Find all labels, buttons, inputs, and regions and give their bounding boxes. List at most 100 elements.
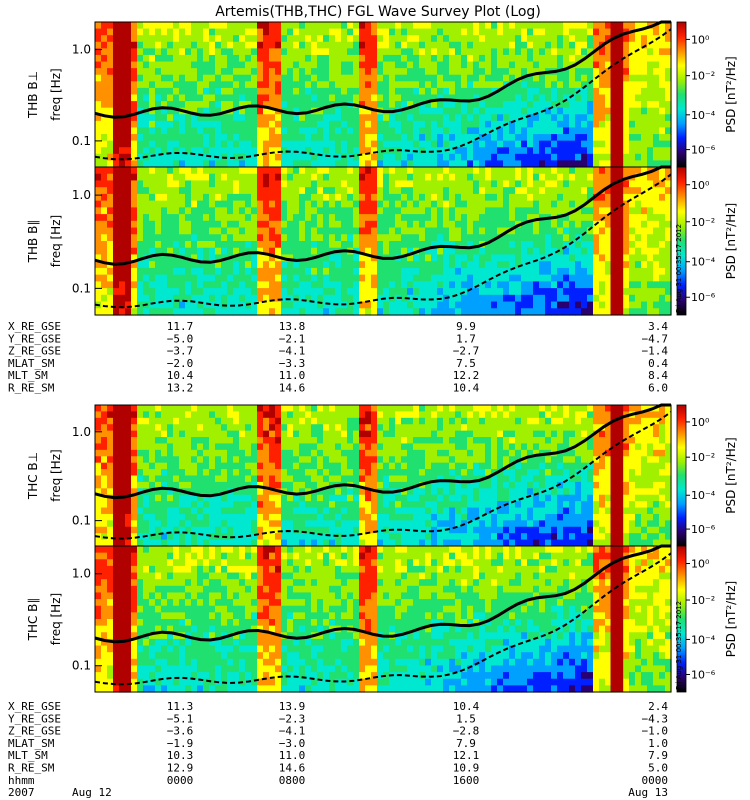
heatmap-cell <box>221 469 228 477</box>
heatmap-cell <box>305 207 312 215</box>
heatmap-cell <box>179 61 186 69</box>
heatmap-cell <box>377 120 384 129</box>
heatmap-cell <box>311 220 318 229</box>
heatmap-cell <box>257 288 264 296</box>
heatmap-cell <box>341 94 348 102</box>
heatmap-cell <box>629 61 636 69</box>
heatmap-cell <box>545 193 552 202</box>
heatmap-cell <box>149 513 156 521</box>
heatmap-cell <box>533 28 540 36</box>
heatmap-cell <box>191 501 198 509</box>
heatmap-cell <box>101 417 108 425</box>
heatmap-cell <box>497 267 504 276</box>
heatmap-cell <box>425 153 432 162</box>
heatmap-cell <box>353 28 360 36</box>
heatmap-cell <box>191 254 198 262</box>
heatmap-cell <box>323 87 330 96</box>
heatmap-cell <box>239 147 246 155</box>
heatmap-cell <box>263 520 270 528</box>
heatmap-cell <box>467 28 474 36</box>
heatmap-cell <box>209 41 216 49</box>
heatmap-cell <box>215 114 222 122</box>
heatmap-cell <box>119 462 126 470</box>
heatmap-cell <box>581 294 588 303</box>
heatmap-cell <box>533 61 540 69</box>
heatmap-cell <box>371 220 378 229</box>
heatmap-cell <box>95 437 102 445</box>
heatmap-cell <box>209 513 216 521</box>
heatmap-cell <box>233 180 240 188</box>
heatmap-cell <box>185 101 192 109</box>
heatmap-cell <box>341 81 348 89</box>
heatmap-cell <box>551 180 558 188</box>
heatmap-cell <box>119 443 126 451</box>
heatmap-cell <box>497 214 504 222</box>
heatmap-cell <box>215 22 222 30</box>
heatmap-cell <box>413 114 420 122</box>
heatmap-cell <box>281 274 288 282</box>
heatmap-cell <box>107 526 114 534</box>
heatmap-cell <box>323 200 330 208</box>
heatmap-cell <box>113 294 120 303</box>
heatmap-cell <box>167 411 174 419</box>
heatmap-cell <box>353 81 360 89</box>
heatmap-cell <box>227 94 234 102</box>
heatmap-cell <box>485 241 492 249</box>
heatmap-cell <box>263 417 270 425</box>
heatmap-cell <box>377 207 384 215</box>
heatmap-cell <box>359 187 366 195</box>
heatmap-cell <box>569 140 576 148</box>
heatmap-cell <box>551 134 558 142</box>
heatmap-cell <box>329 281 336 289</box>
heatmap-cell <box>647 301 654 309</box>
heatmap-cell <box>491 134 498 142</box>
heatmap-cell <box>251 241 258 249</box>
heatmap-cell <box>275 147 282 155</box>
heatmap-cell <box>257 475 264 483</box>
heatmap-cell <box>515 147 522 155</box>
heatmap-cell <box>335 114 342 122</box>
heatmap-cell <box>245 247 252 256</box>
heatmap-cell <box>623 308 630 316</box>
heatmap-cell <box>521 180 528 188</box>
heatmap-cell <box>155 267 162 276</box>
heatmap-cell <box>527 81 534 89</box>
heatmap-cell <box>221 501 228 509</box>
heatmap-cell <box>167 54 174 63</box>
heatmap-cell <box>155 147 162 155</box>
heatmap-cell <box>149 28 156 36</box>
heatmap-cell <box>137 481 144 489</box>
heatmap-cell <box>95 81 102 89</box>
heatmap-cell <box>455 214 462 222</box>
heatmap-cell <box>281 469 288 477</box>
heatmap-cell <box>185 424 192 432</box>
heatmap-cell <box>443 220 450 229</box>
heatmap-cell <box>599 147 606 155</box>
heatmap-cell <box>269 140 276 148</box>
heatmap-cell <box>641 261 648 269</box>
heatmap-cell <box>323 173 330 182</box>
heatmap-cell <box>659 28 666 36</box>
heatmap-cell <box>497 220 504 229</box>
heatmap-cell <box>497 234 504 242</box>
heatmap-cell <box>521 134 528 142</box>
heatmap-cell <box>221 411 228 419</box>
heatmap-cell <box>113 488 120 496</box>
heatmap-cell <box>113 267 120 276</box>
heatmap-cell <box>161 411 168 419</box>
heatmap-cell <box>383 35 390 43</box>
heatmap-cell <box>215 87 222 96</box>
heatmap-cell <box>185 513 192 521</box>
heatmap-cell <box>329 241 336 249</box>
heatmap-cell <box>227 430 234 438</box>
heatmap-cell <box>143 147 150 155</box>
heatmap-cell <box>269 87 276 96</box>
heatmap-cell <box>503 261 510 269</box>
heatmap-cell <box>569 301 576 309</box>
heatmap-cell <box>305 87 312 96</box>
heatmap-cell <box>605 101 612 109</box>
heatmap-cell <box>125 443 132 451</box>
heatmap-cell <box>227 207 234 215</box>
heatmap-cell <box>455 261 462 269</box>
heatmap-cell <box>587 94 594 102</box>
